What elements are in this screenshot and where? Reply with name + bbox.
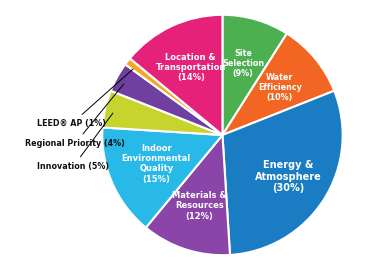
- Wedge shape: [102, 127, 223, 228]
- Wedge shape: [146, 135, 230, 255]
- Wedge shape: [223, 15, 287, 135]
- Text: LEED® AP (1%): LEED® AP (1%): [38, 69, 133, 128]
- Text: Site
Selection
(9%): Site Selection (9%): [222, 49, 264, 78]
- Text: Indoor
Environmental
Quality
(15%): Indoor Environmental Quality (15%): [122, 144, 191, 184]
- Wedge shape: [130, 15, 223, 135]
- Wedge shape: [125, 58, 223, 135]
- Text: Innovation (5%): Innovation (5%): [38, 113, 113, 171]
- Text: Energy &
Atmosphere
(30%): Energy & Atmosphere (30%): [255, 160, 322, 194]
- Wedge shape: [111, 64, 223, 135]
- Wedge shape: [223, 33, 334, 135]
- Text: Materials &
Resources
(12%): Materials & Resources (12%): [172, 191, 227, 221]
- Text: Location &
Transportation
(14%): Location & Transportation (14%): [156, 53, 226, 82]
- Text: Regional Priority (4%): Regional Priority (4%): [25, 84, 125, 148]
- Text: Water
Efficiency
(10%): Water Efficiency (10%): [258, 73, 302, 102]
- Wedge shape: [223, 91, 343, 255]
- Wedge shape: [103, 91, 223, 135]
